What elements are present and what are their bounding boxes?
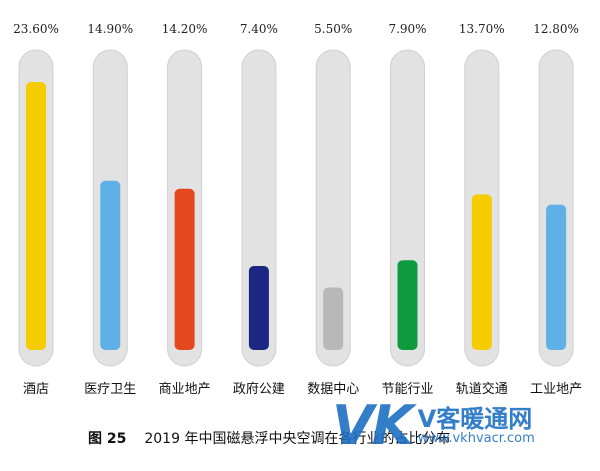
data-label: 14.20% [162,22,208,36]
bars [26,82,567,350]
bar [323,287,344,350]
bar-track [315,49,351,367]
figure-caption: 图 25 2019 年中国磁悬浮中央空调在各行业的占比分布 [88,428,450,448]
bar [248,265,269,350]
category-label: 酒店 [23,382,49,397]
category-label: 数据中心 [307,382,359,397]
bar [26,82,46,350]
category-labels: 酒店 医疗卫生 商业地产 政府公建 数据中心 节能行业 轨道交通 工业地产 [23,381,582,397]
bar [397,260,418,350]
watermark-url: www.vkhvacr.com [417,431,535,447]
bar [471,194,492,350]
category-label: 工业地产 [530,382,582,397]
watermark-logo: VK V客暖通网 www.vkhvacr.com [332,396,535,456]
data-label: 7.40% [240,22,278,36]
figure-number: 图 25 [88,431,127,447]
data-label: 14.90% [87,22,133,36]
category-label: 医疗卫生 [84,382,136,397]
watermark-brand: V客暖通网 [417,404,533,433]
category-label: 政府公建 [233,382,285,397]
data-label: 13.70% [459,22,505,36]
data-label: 7.90% [388,22,426,36]
watermark-vk-mark: VK [332,394,414,457]
figure-caption-text: 2019 年中国磁悬浮中央空调在各行业的占比分布 [144,431,451,447]
category-label: 轨道交通 [456,381,508,397]
data-label: 23.60% [13,22,59,36]
value-labels: 23.60% 14.90% 14.20% 7.40% 5.50% 7.90% 13.70% 1… [13,22,579,36]
bar [100,180,121,350]
category-label: 商业地产 [159,382,211,397]
data-label: 12.80% [533,22,579,36]
category-label: 节能行业 [381,382,433,397]
bar [546,204,567,350]
data-label: 5.50% [314,22,352,36]
bar [174,188,195,350]
